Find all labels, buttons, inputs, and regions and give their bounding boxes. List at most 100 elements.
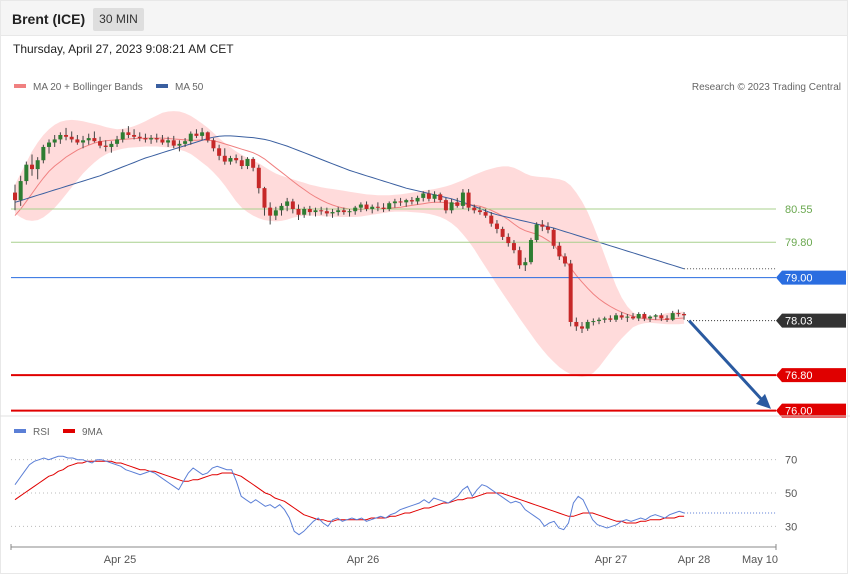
- candle: [217, 144, 222, 161]
- candle: [319, 206, 324, 215]
- candle-body: [222, 155, 227, 162]
- candle: [296, 204, 301, 221]
- moving-averages: [14, 135, 776, 321]
- candle: [580, 321, 584, 334]
- candle-body: [500, 228, 505, 237]
- candle: [392, 198, 397, 208]
- candle-body: [103, 145, 108, 147]
- candle: [557, 242, 562, 260]
- candle: [443, 197, 448, 214]
- candle-body: [205, 132, 210, 141]
- candle-body: [347, 211, 352, 213]
- candle-body: [636, 313, 641, 319]
- candle: [653, 313, 658, 320]
- candle-body: [432, 194, 437, 199]
- candle-body: [562, 256, 567, 264]
- candle-body: [585, 321, 590, 329]
- candle: [143, 133, 148, 143]
- candle-body: [126, 132, 131, 135]
- candle-body: [426, 193, 431, 199]
- candle-body: [75, 139, 80, 143]
- candle-body: [358, 204, 363, 208]
- candle-body: [228, 158, 233, 162]
- candle: [268, 202, 273, 225]
- x-label-apr25: Apr 25: [104, 554, 136, 566]
- candle-body: [489, 215, 494, 224]
- x-label-apr28: Apr 28: [678, 554, 710, 566]
- candle-body: [330, 212, 335, 214]
- candle-body: [324, 211, 329, 214]
- candle: [330, 208, 335, 218]
- candle-body: [245, 158, 250, 167]
- candle: [160, 134, 165, 145]
- candle-body: [528, 239, 533, 263]
- candle: [183, 138, 188, 147]
- candle: [81, 135, 86, 149]
- x-label-apr27: Apr 27: [595, 554, 627, 566]
- candle-body: [41, 146, 46, 161]
- level-76-80-tag: [776, 368, 846, 383]
- candle-body: [404, 200, 409, 203]
- candle-body: [511, 243, 516, 251]
- candle-body: [262, 188, 267, 208]
- legend-swatch-rsi9: [63, 429, 75, 433]
- candle: [177, 140, 182, 152]
- candle-body: [540, 224, 545, 227]
- bollinger-band-area: [15, 111, 685, 377]
- legend-label-ma50: MA 50: [175, 82, 204, 93]
- candle-body: [69, 136, 74, 140]
- candle: [483, 208, 488, 218]
- candle: [239, 155, 244, 170]
- chart-header: Brent (ICE) 30 MIN: [0, 0, 848, 36]
- legend-swatch-ma20: [14, 84, 26, 88]
- candle: [540, 220, 545, 232]
- candle-body: [177, 143, 182, 146]
- candle-body: [183, 141, 188, 144]
- candle: [52, 134, 57, 147]
- candle: [245, 157, 250, 170]
- candle-body: [239, 160, 244, 167]
- candle-body: [132, 134, 137, 137]
- candle: [489, 212, 494, 227]
- timestamp: Thursday, April 27, 2023 9:08:21 AM CET: [13, 42, 234, 56]
- candle-body: [682, 313, 687, 316]
- candle-body: [24, 164, 29, 182]
- candle-body: [341, 210, 346, 213]
- candle: [670, 310, 675, 322]
- candle: [222, 148, 227, 165]
- candle-body: [659, 315, 664, 319]
- candle: [35, 157, 40, 180]
- rsi9-line: [14, 460, 685, 524]
- candle-body: [81, 140, 86, 143]
- candle: [115, 135, 120, 147]
- candle: [387, 201, 392, 212]
- candle: [568, 259, 573, 327]
- candle-body: [608, 318, 613, 320]
- rsi-tick-70: 70: [785, 455, 797, 467]
- candle: [234, 154, 239, 164]
- candle-body: [494, 223, 499, 229]
- candle: [211, 138, 216, 152]
- candle: [347, 208, 352, 217]
- candle: [370, 204, 375, 214]
- candle-body: [506, 236, 511, 244]
- timeframe-badge[interactable]: 30 MIN: [93, 8, 144, 31]
- candle: [132, 129, 137, 140]
- candle: [602, 316, 607, 323]
- candle-body: [597, 319, 602, 322]
- candle-body: [653, 315, 658, 317]
- price-levels: 80.55 79.80 79.00 78.03 76.80 76.00: [11, 204, 846, 418]
- legend-swatch-ma50: [156, 84, 168, 88]
- candle: [682, 312, 687, 320]
- rsi-tick-30: 30: [785, 521, 797, 533]
- candle-body: [398, 201, 403, 203]
- candle-body: [364, 204, 369, 209]
- legend-swatch-rsi: [14, 429, 26, 433]
- candle: [364, 201, 369, 212]
- candle-body: [353, 207, 358, 212]
- candle: [665, 315, 670, 322]
- candle: [659, 313, 664, 322]
- candle-body: [648, 316, 653, 319]
- candle-body: [676, 313, 681, 315]
- candle-body: [234, 158, 239, 161]
